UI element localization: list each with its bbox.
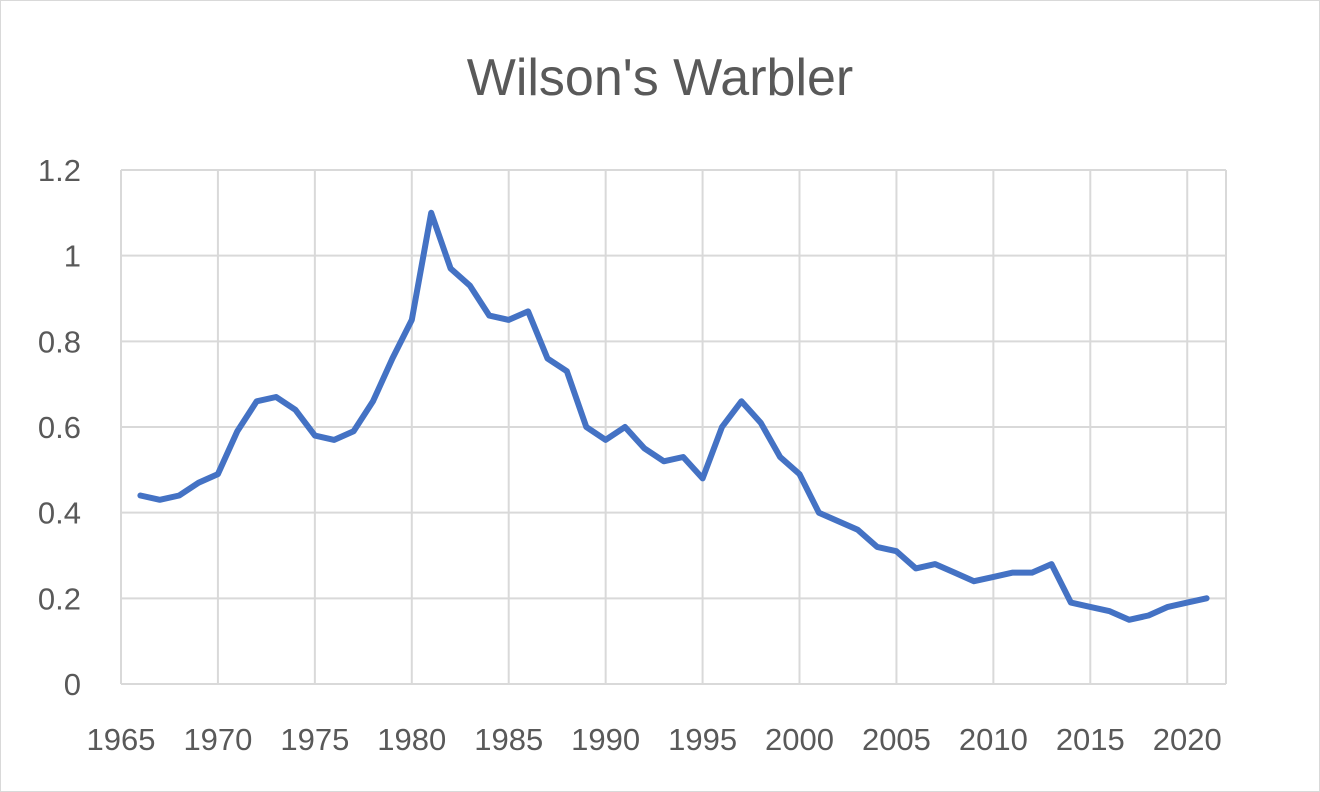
y-tick-label: 0.4 [38, 496, 81, 531]
x-tick-label: 1980 [377, 722, 446, 757]
x-tick-label: 2020 [1153, 722, 1222, 757]
y-tick-label: 0.8 [38, 324, 81, 359]
x-tick-label: 2010 [959, 722, 1028, 757]
y-axis-tick-labels: 0 0.2 0.4 0.6 0.8 1 1.2 [38, 153, 81, 702]
gridlines [120, 169, 1227, 684]
x-tick-label: 1995 [668, 722, 737, 757]
chart-title: Wilson's Warbler [467, 49, 854, 107]
y-tick-label: 0 [64, 667, 81, 702]
x-tick-label: 2015 [1056, 722, 1125, 757]
y-tick-label: 0.2 [38, 581, 81, 616]
x-axis-tick-labels: 1965 1970 1975 1980 1985 1990 1995 2000 2005 2010… [87, 722, 1222, 757]
x-tick-label: 1990 [571, 722, 640, 757]
x-tick-label: 1975 [280, 722, 349, 757]
x-tick-label: 2000 [765, 722, 834, 757]
series-layer [137, 209, 1210, 623]
x-tick-label: 2005 [862, 722, 931, 757]
y-tick-label: 1 [64, 239, 81, 274]
y-tick-label: 1.2 [38, 153, 81, 188]
x-tick-label: 1985 [474, 722, 543, 757]
y-tick-label: 0.6 [38, 410, 81, 445]
x-tick-label: 1965 [87, 722, 156, 757]
x-tick-label: 1970 [183, 722, 252, 757]
series-line [137, 209, 1210, 623]
